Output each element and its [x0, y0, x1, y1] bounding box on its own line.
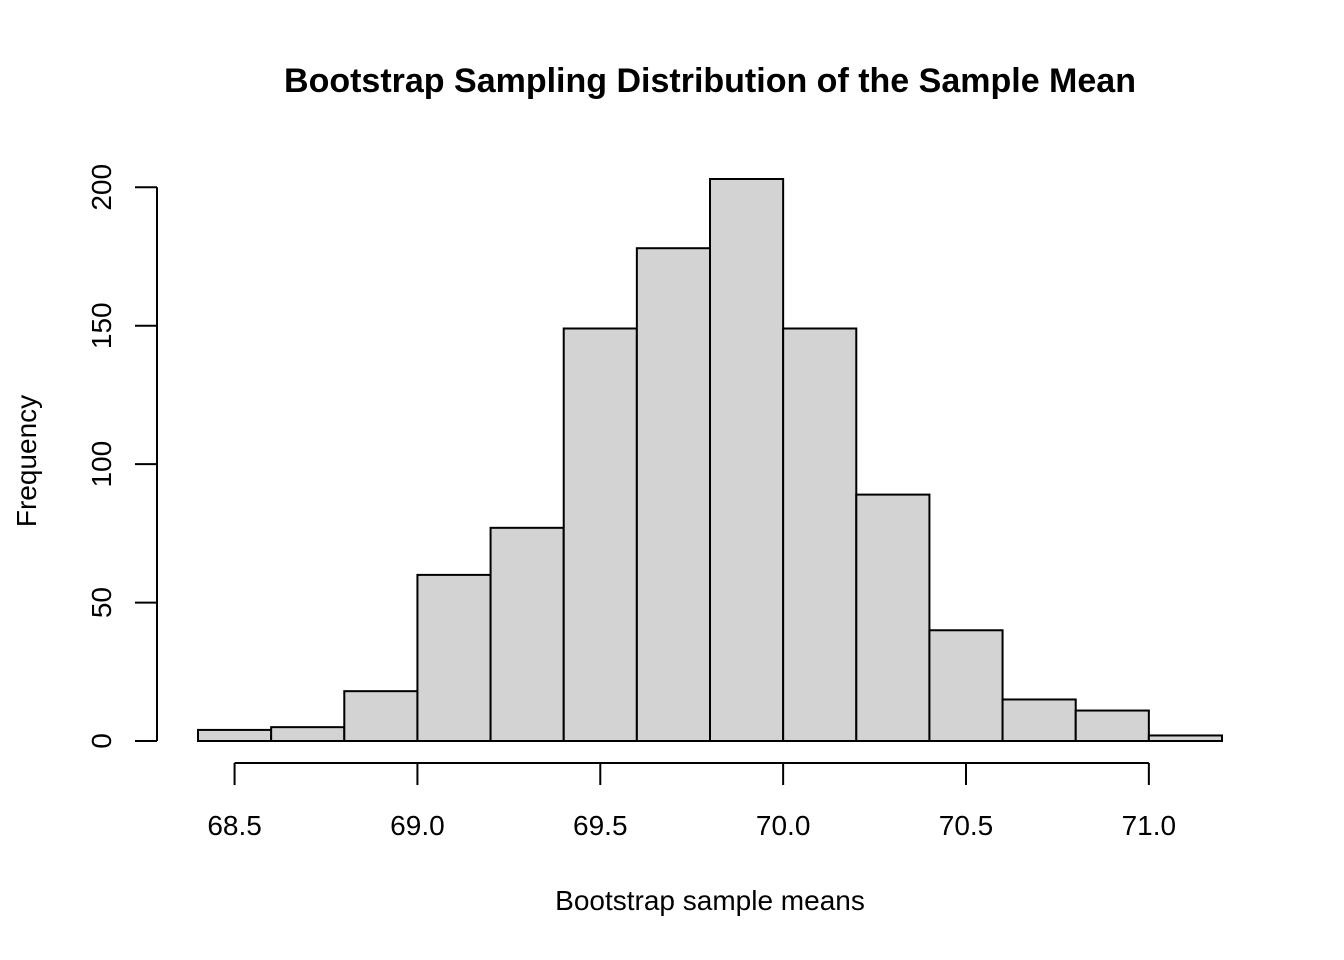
- histogram-bar: [197, 728, 273, 742]
- histogram-bar: [1147, 734, 1224, 743]
- histogram-bar: [782, 327, 858, 742]
- histogram-bar: [709, 178, 785, 742]
- y-tick-label: 200: [86, 164, 117, 211]
- histogram-bar: [489, 526, 565, 742]
- histogram-bar: [1001, 698, 1077, 742]
- histogram-bar: [1074, 709, 1150, 743]
- y-tick-label: 100: [86, 441, 117, 488]
- histogram-bars: [197, 178, 1224, 743]
- x-axis-label: Bootstrap sample means: [555, 885, 865, 916]
- x-axis: 68.5 69.0 69.5 70.0 70.5 71.0: [207, 762, 1177, 841]
- x-tick-label: 71.0: [1122, 810, 1177, 841]
- histogram-bar: [416, 573, 492, 742]
- histogram-bar: [562, 327, 638, 742]
- x-tick-label: 69.0: [390, 810, 445, 841]
- y-tick-label: 50: [86, 587, 117, 618]
- y-axis-label: Frequency: [11, 395, 42, 527]
- y-axis: 0 50 100 150 200: [86, 164, 158, 749]
- histogram-bar: [343, 690, 419, 742]
- histogram-bar: [855, 493, 931, 743]
- histogram-bar: [270, 726, 346, 743]
- x-tick-label: 69.5: [573, 810, 628, 841]
- y-tick-label: 150: [86, 302, 117, 349]
- histogram-bar: [928, 629, 1004, 743]
- y-tick-label: 0: [86, 733, 117, 749]
- x-tick-label: 70.0: [756, 810, 811, 841]
- histogram-bar: [635, 247, 711, 742]
- x-tick-label: 70.5: [939, 810, 994, 841]
- chart-title: Bootstrap Sampling Distribution of the S…: [284, 62, 1136, 100]
- x-tick-label: 68.5: [207, 810, 262, 841]
